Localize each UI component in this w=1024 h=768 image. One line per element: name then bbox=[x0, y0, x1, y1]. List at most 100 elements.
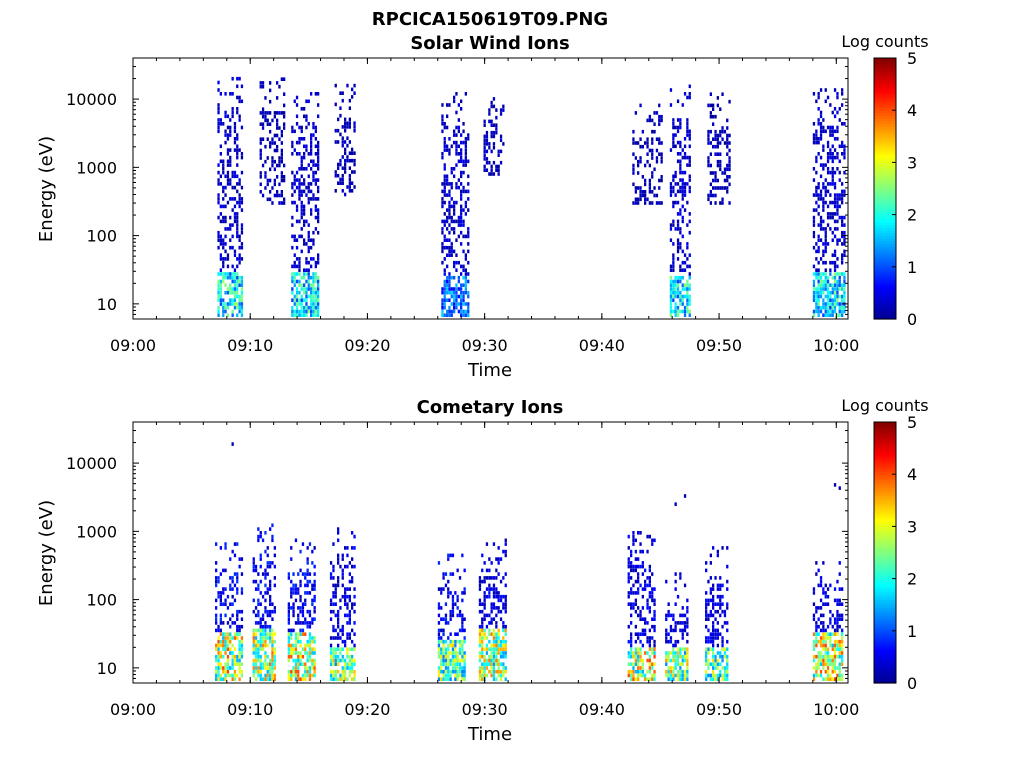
heatmap-cell bbox=[310, 283, 313, 287]
heatmap-cell bbox=[495, 594, 498, 599]
heatmap-cell bbox=[714, 628, 717, 633]
heatmap-cell bbox=[679, 125, 682, 130]
heatmap-cell bbox=[481, 643, 484, 648]
heatmap-cell bbox=[714, 617, 717, 621]
heatmap-cell bbox=[236, 302, 239, 306]
heatmap-cell bbox=[714, 144, 717, 149]
heatmap-cell bbox=[716, 141, 719, 145]
heatmap-cell bbox=[217, 591, 220, 595]
colorbar-segment bbox=[874, 211, 896, 216]
heatmap-cell bbox=[632, 152, 635, 156]
heatmap-cell bbox=[464, 152, 467, 156]
heatmap-cell bbox=[829, 305, 832, 310]
heatmap-cell bbox=[308, 643, 312, 648]
heatmap-cell bbox=[273, 639, 276, 644]
heatmap-cell bbox=[278, 111, 281, 115]
heatmap-cell bbox=[450, 182, 453, 186]
heatmap-cell bbox=[824, 260, 827, 265]
colorbar-segment bbox=[874, 591, 896, 595]
heatmap-cell bbox=[648, 114, 651, 119]
heatmap-cell bbox=[817, 249, 820, 254]
heatmap-cell bbox=[714, 677, 717, 681]
heatmap-cell bbox=[314, 290, 317, 295]
heatmap-cell bbox=[229, 223, 232, 227]
heatmap-cell bbox=[674, 658, 677, 663]
heatmap-cell bbox=[291, 200, 294, 205]
heatmap-cell bbox=[499, 598, 503, 603]
heatmap-cell bbox=[461, 553, 464, 558]
heatmap-cell bbox=[222, 170, 225, 175]
heatmap-cell bbox=[236, 148, 239, 152]
heatmap-cell bbox=[709, 587, 712, 591]
heatmap-cell bbox=[461, 658, 464, 663]
heatmap-cell bbox=[726, 167, 729, 172]
heatmap-cell bbox=[446, 219, 449, 224]
heatmap-cell bbox=[651, 594, 654, 599]
heatmap-cell bbox=[304, 591, 307, 595]
heatmap-cell bbox=[454, 673, 457, 678]
heatmap-cell bbox=[303, 107, 306, 111]
heatmap-cell bbox=[305, 114, 308, 119]
heatmap-cell bbox=[238, 279, 241, 284]
heatmap-cell bbox=[314, 298, 317, 302]
heatmap-cell bbox=[674, 313, 677, 317]
heatmap-cell bbox=[440, 654, 443, 659]
heatmap-cell bbox=[483, 602, 486, 606]
heatmap-cell bbox=[348, 117, 351, 122]
heatmap-cell bbox=[646, 621, 649, 625]
heatmap-cell bbox=[334, 140, 337, 144]
heatmap-cell bbox=[714, 137, 717, 141]
heatmap-cell bbox=[463, 639, 466, 644]
heatmap-cell bbox=[836, 624, 839, 629]
heatmap-cell bbox=[492, 666, 496, 670]
heatmap-cell bbox=[449, 572, 452, 576]
heatmap-cell bbox=[497, 669, 500, 674]
heatmap-cell bbox=[264, 662, 267, 666]
heatmap-cell bbox=[259, 591, 262, 595]
heatmap-cell bbox=[679, 230, 682, 235]
colorbar-segment bbox=[874, 277, 896, 281]
heatmap-cell bbox=[726, 621, 729, 625]
heatmap-cell bbox=[463, 669, 466, 674]
heatmap-cell bbox=[726, 669, 729, 674]
heatmap-cell bbox=[453, 290, 456, 295]
heatmap-cell bbox=[290, 594, 293, 599]
heatmap-cell bbox=[478, 658, 482, 663]
heatmap-cell bbox=[719, 602, 722, 606]
heatmap-cell bbox=[215, 647, 218, 651]
heatmap-cell bbox=[344, 151, 347, 155]
heatmap-cell bbox=[298, 264, 301, 269]
heatmap-cell bbox=[317, 189, 320, 194]
heatmap-cell bbox=[488, 628, 491, 633]
heatmap-cell bbox=[637, 531, 640, 535]
heatmap-cell bbox=[314, 279, 317, 284]
heatmap-cell bbox=[686, 264, 689, 269]
heatmap-cell bbox=[353, 621, 356, 625]
heatmap-cell bbox=[276, 81, 279, 85]
heatmap-cell bbox=[488, 639, 491, 644]
heatmap-cell bbox=[311, 617, 314, 621]
heatmap-cell bbox=[217, 129, 220, 134]
heatmap-cell bbox=[291, 245, 294, 250]
heatmap-cell bbox=[261, 677, 265, 681]
heatmap-cell bbox=[329, 647, 333, 651]
heatmap-cell bbox=[236, 654, 239, 659]
heatmap-cell bbox=[449, 591, 452, 595]
heatmap-cell bbox=[502, 654, 505, 659]
heatmap-cell bbox=[292, 572, 295, 576]
heatmap-cell bbox=[236, 234, 239, 239]
heatmap-cell bbox=[346, 606, 349, 610]
heatmap-cell bbox=[269, 677, 272, 681]
heatmap-cell bbox=[681, 249, 684, 254]
heatmap-cell bbox=[460, 170, 463, 175]
heatmap-cell bbox=[229, 647, 232, 651]
colorbar-segment bbox=[874, 518, 896, 522]
colorbar-segment bbox=[874, 536, 896, 541]
colorbar-segment bbox=[874, 110, 896, 114]
heatmap-cell bbox=[440, 636, 443, 640]
heatmap-cell bbox=[833, 632, 837, 636]
heatmap-cell bbox=[833, 268, 837, 272]
heatmap-cell bbox=[226, 669, 230, 674]
heatmap-cell bbox=[257, 598, 260, 603]
heatmap-cell bbox=[236, 144, 239, 149]
